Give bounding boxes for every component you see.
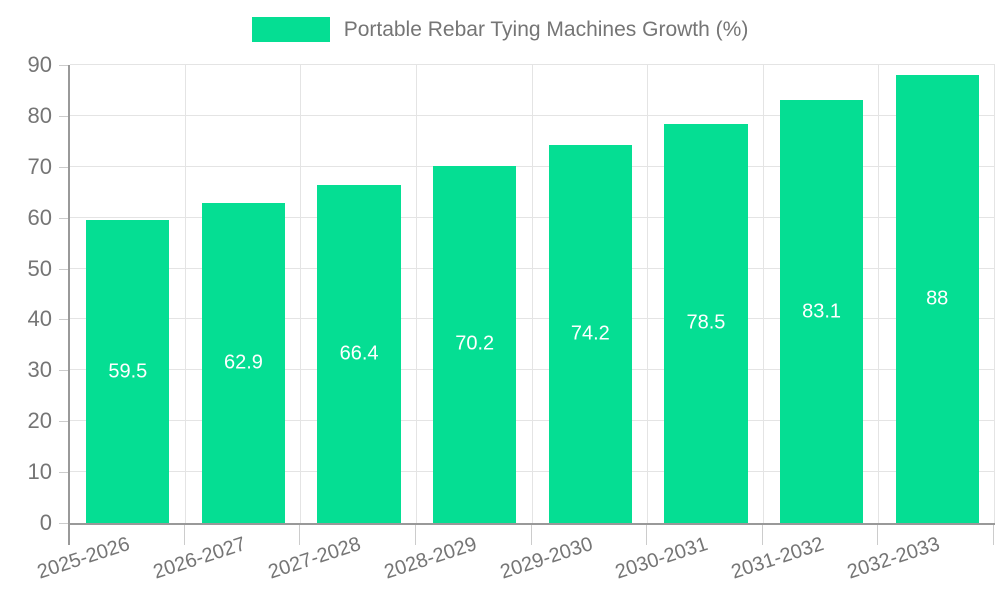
- bar[interactable]: 70.2: [433, 165, 517, 523]
- bar-value-label: 83.1: [802, 300, 842, 323]
- bar[interactable]: 59.5: [86, 220, 170, 523]
- h-gridline: [70, 165, 995, 167]
- x-axis-tick: [877, 525, 879, 545]
- bar-value-label: 74.2: [570, 322, 610, 345]
- x-axis-tick-label: 2028-2029: [381, 533, 480, 584]
- bar-value-label: 62.9: [223, 351, 263, 374]
- v-gridline: [415, 65, 417, 523]
- y-axis-tick-label: 10: [27, 459, 52, 485]
- h-gridline: [70, 318, 995, 320]
- x-axis-tick-label: 2027-2028: [266, 533, 364, 584]
- x-axis-tick-label: 2026-2027: [150, 533, 249, 584]
- bar-value-label: 70.2: [455, 332, 495, 355]
- legend-label: Portable Rebar Tying Machines Growth (%): [343, 18, 749, 41]
- y-axis-tick-label: 0: [39, 510, 52, 535]
- x-axis-tick-label: 2025-2026: [34, 533, 133, 584]
- v-gridline: [647, 65, 649, 523]
- y-axis-tick: [59, 115, 68, 117]
- bar-value-label: 59.5: [108, 360, 148, 383]
- y-axis-tick-label: 80: [27, 102, 52, 128]
- x-axis-tick-label: 2029-2030: [497, 533, 596, 584]
- y-axis-tick: [59, 319, 68, 321]
- v-gridline: [762, 65, 764, 523]
- bar[interactable]: 88: [895, 75, 979, 523]
- y-axis-tick-label: 40: [27, 306, 52, 332]
- plot-area: 59.5 62.9 66.4 70.2 74.2 78.5 83.1 88: [68, 64, 995, 525]
- h-gridline: [70, 64, 995, 65]
- v-gridline: [994, 65, 995, 523]
- h-gridline: [70, 369, 995, 371]
- x-axis-tick: [530, 525, 532, 545]
- y-axis-tick-label: 90: [27, 52, 52, 77]
- v-gridline: [184, 65, 186, 523]
- h-gridline: [70, 114, 995, 116]
- v-gridline: [878, 65, 880, 523]
- bar[interactable]: 62.9: [201, 202, 286, 523]
- h-gridline: [70, 267, 995, 269]
- bar[interactable]: 74.2: [548, 145, 632, 523]
- bar-value-label: 88: [926, 287, 949, 310]
- bar[interactable]: 66.4: [317, 185, 401, 523]
- x-axis-tick: [646, 525, 648, 545]
- bar[interactable]: 83.1: [779, 100, 864, 523]
- y-axis-tick: [59, 472, 68, 474]
- x-axis-tick: [993, 525, 994, 545]
- y-axis-tick-label: 30: [27, 357, 52, 383]
- h-gridline: [70, 420, 995, 422]
- y-axis-tick-label: 60: [27, 204, 52, 230]
- x-axis-tick: [761, 525, 763, 545]
- legend-swatch: [251, 17, 330, 42]
- y-axis-tick: [59, 370, 68, 372]
- x-axis-tick-label: 2032-2033: [844, 533, 942, 584]
- bar-value-label: 66.4: [339, 342, 379, 365]
- y-axis-tick: [59, 268, 68, 270]
- y-axis-tick: [59, 421, 68, 423]
- y-axis-tick: [59, 65, 68, 66]
- x-axis-tick: [183, 525, 185, 545]
- y-axis-tick-label: 20: [27, 408, 52, 434]
- x-axis-tick: [414, 525, 416, 545]
- y-axis-tick: [59, 523, 68, 524]
- x-axis-tick: [68, 525, 70, 545]
- h-gridline: [70, 471, 995, 473]
- v-gridline: [300, 65, 302, 523]
- x-axis-tick-label: 2031-2032: [728, 533, 827, 584]
- y-axis-tick-label: 70: [27, 153, 52, 179]
- v-gridline: [531, 65, 533, 523]
- chart-legend[interactable]: Portable Rebar Tying Machines Growth (%): [0, 17, 1000, 42]
- h-gridline: [70, 216, 995, 218]
- y-axis-tick: [59, 166, 68, 168]
- y-axis-tick-label: 50: [27, 255, 52, 281]
- x-axis-tick-label: 2030-2031: [612, 533, 711, 584]
- bar[interactable]: 78.5: [664, 123, 748, 523]
- bar-value-label: 78.5: [686, 311, 726, 334]
- x-axis-tick: [299, 525, 301, 545]
- y-axis-tick: [59, 217, 68, 219]
